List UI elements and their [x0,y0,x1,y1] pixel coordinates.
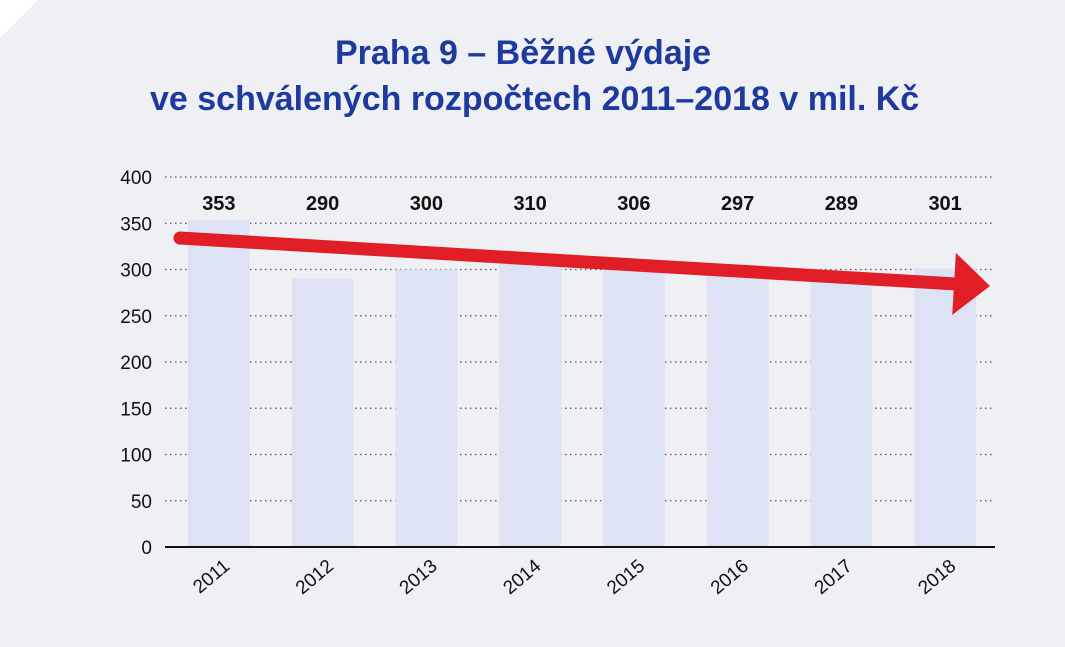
y-tick-label: 50 [131,492,152,513]
value-labels: 353 290 300 310 306 297 289 301 [202,193,962,215]
bar-2012 [291,278,354,547]
chart-title: Praha 9 – Běžné výdaje ve schválených ro… [0,30,1065,122]
value-label: 306 [617,193,650,215]
value-label: 353 [202,193,235,215]
chart-title-line-2: ve schválených rozpočtech 2011–2018 v mi… [150,80,920,118]
trend-arrow-shaft [173,231,963,291]
value-label: 289 [825,193,858,215]
bar-2016 [706,272,769,547]
y-tick-label: 150 [120,399,152,420]
value-label: 300 [410,193,443,215]
chart-title-line-1: Praha 9 – Běžné výdaje [335,34,712,72]
y-tick-label: 300 [120,261,152,282]
value-label: 297 [721,193,754,215]
trend-arrow [173,231,990,315]
bar-2018 [914,268,977,547]
value-label: 301 [928,193,961,215]
y-tick-label: 250 [120,307,152,328]
bar-2014 [499,260,562,547]
value-label: 310 [513,193,546,215]
value-label: 290 [306,193,339,215]
y-axis-ticks: 0 50 100 150 200 250 300 350 400 [120,168,152,559]
y-tick-label: 100 [120,446,152,467]
bars [187,220,977,547]
bar-2017 [810,279,873,547]
gridlines [165,176,995,502]
y-tick-label: 200 [120,353,152,374]
trend-arrow-head [952,252,990,315]
bar-2013 [395,269,458,547]
y-tick-label: 400 [120,168,152,189]
y-tick-label: 350 [120,214,152,235]
bar-2011 [187,220,250,547]
bar-2015 [602,263,665,547]
y-tick-label: 0 [141,538,152,559]
